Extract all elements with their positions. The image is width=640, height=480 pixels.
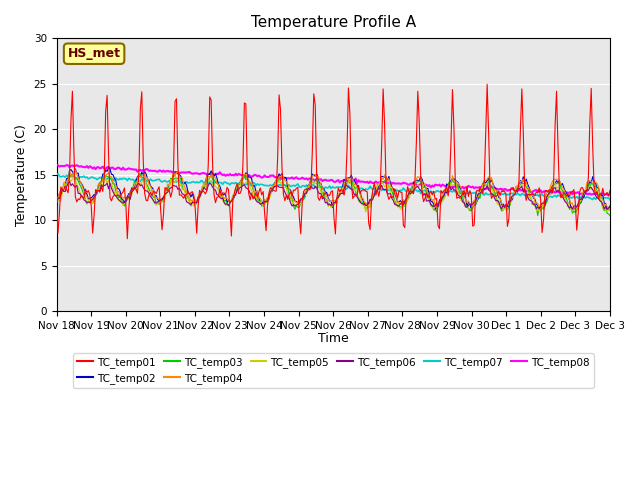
- TC_temp03: [72, 177, 79, 182]
- Legend: TC_temp01, TC_temp02, TC_temp03, TC_temp04, TC_temp05, TC_temp06, TC_temp07, TC_: TC_temp01, TC_temp02, TC_temp03, TC_temp…: [73, 353, 593, 388]
- TC_temp05: [606, 207, 614, 213]
- Line: TC_temp04: TC_temp04: [56, 170, 610, 210]
- TC_temp06: [604, 206, 611, 212]
- Line: TC_temp08: TC_temp08: [56, 165, 610, 196]
- TC_temp01: [449, 87, 456, 93]
- TC_temp02: [72, 166, 79, 172]
- TC_temp04: [531, 199, 539, 204]
- TC_temp06: [52, 201, 60, 206]
- TC_temp07: [54, 171, 62, 177]
- Line: TC_temp02: TC_temp02: [56, 168, 610, 210]
- TC_temp03: [531, 203, 539, 209]
- TC_temp05: [72, 177, 79, 182]
- Text: HS_met: HS_met: [68, 47, 120, 60]
- TC_temp01: [72, 193, 79, 199]
- X-axis label: Time: Time: [318, 333, 349, 346]
- TC_temp07: [604, 195, 611, 201]
- TC_temp03: [449, 177, 456, 183]
- TC_temp08: [89, 166, 97, 171]
- TC_temp01: [124, 236, 131, 241]
- TC_temp04: [339, 186, 346, 192]
- TC_temp02: [606, 203, 614, 209]
- TC_temp01: [605, 193, 612, 199]
- TC_temp07: [606, 197, 614, 203]
- TC_temp05: [52, 198, 60, 204]
- TC_temp06: [66, 179, 74, 184]
- TC_temp01: [606, 188, 614, 193]
- TC_temp08: [72, 163, 79, 168]
- TC_temp08: [605, 193, 612, 199]
- TC_temp01: [52, 198, 60, 204]
- Line: TC_temp03: TC_temp03: [56, 174, 610, 216]
- TC_temp02: [449, 176, 456, 181]
- TC_temp02: [339, 183, 346, 189]
- Line: TC_temp05: TC_temp05: [56, 179, 610, 212]
- TC_temp04: [52, 196, 60, 202]
- TC_temp04: [90, 195, 98, 201]
- TC_temp02: [52, 196, 60, 202]
- Y-axis label: Temperature (C): Temperature (C): [15, 124, 28, 226]
- TC_temp06: [605, 205, 612, 211]
- Title: Temperature Profile A: Temperature Profile A: [251, 15, 416, 30]
- TC_temp02: [89, 193, 97, 199]
- TC_temp05: [102, 176, 109, 181]
- TC_temp01: [532, 189, 540, 195]
- TC_temp05: [450, 182, 458, 188]
- TC_temp06: [606, 203, 614, 209]
- TC_temp06: [449, 185, 456, 191]
- TC_temp05: [532, 207, 540, 213]
- TC_temp04: [449, 173, 456, 179]
- Line: TC_temp06: TC_temp06: [56, 181, 610, 209]
- TC_temp03: [89, 200, 97, 206]
- TC_temp05: [339, 185, 346, 191]
- TC_temp01: [339, 188, 346, 194]
- TC_temp08: [602, 192, 609, 197]
- TC_temp08: [606, 191, 614, 196]
- TC_temp04: [73, 171, 81, 177]
- TC_temp05: [89, 200, 97, 205]
- Line: TC_temp01: TC_temp01: [56, 84, 610, 239]
- TC_temp04: [604, 204, 611, 209]
- TC_temp06: [531, 201, 539, 207]
- TC_temp08: [447, 184, 455, 190]
- TC_temp03: [136, 171, 144, 177]
- TC_temp04: [72, 167, 79, 173]
- TC_temp01: [89, 230, 97, 236]
- TC_temp08: [52, 162, 60, 168]
- TC_temp06: [90, 194, 98, 200]
- TC_temp03: [339, 187, 346, 192]
- TC_temp02: [105, 165, 113, 170]
- TC_temp07: [73, 175, 81, 181]
- TC_temp02: [605, 206, 612, 212]
- TC_temp04: [606, 207, 614, 213]
- TC_temp08: [337, 178, 345, 184]
- TC_temp07: [52, 172, 60, 178]
- TC_temp07: [339, 185, 346, 191]
- TC_temp01: [483, 82, 491, 87]
- TC_temp06: [339, 191, 346, 196]
- TC_temp07: [449, 189, 456, 195]
- TC_temp07: [90, 175, 98, 181]
- TC_temp06: [73, 182, 81, 188]
- Line: TC_temp07: TC_temp07: [56, 174, 610, 200]
- TC_temp05: [362, 209, 370, 215]
- TC_temp03: [604, 210, 611, 216]
- TC_temp03: [52, 200, 60, 205]
- TC_temp07: [531, 192, 539, 197]
- TC_temp03: [606, 213, 614, 218]
- TC_temp02: [532, 201, 540, 206]
- TC_temp08: [529, 188, 537, 194]
- TC_temp05: [605, 207, 612, 213]
- TC_temp02: [467, 207, 475, 213]
